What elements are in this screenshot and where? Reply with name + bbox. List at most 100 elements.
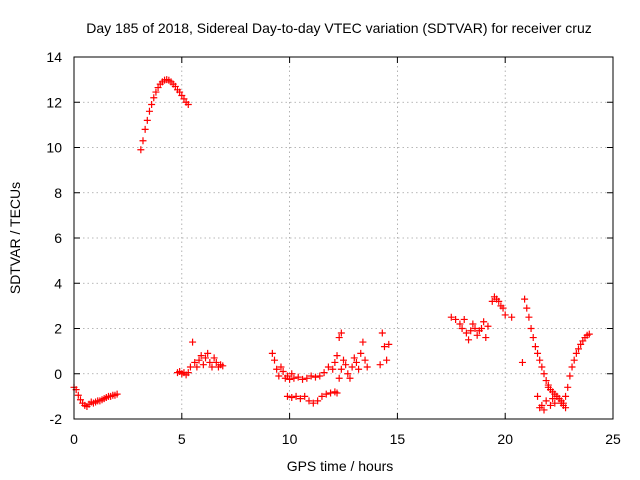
data-point [542, 377, 550, 385]
data-point [361, 356, 369, 364]
data-point [534, 349, 542, 357]
data-point [197, 352, 205, 360]
data-point [184, 369, 192, 377]
data-point [316, 372, 324, 380]
data-point [202, 354, 210, 362]
y-tick-label: 8 [54, 185, 62, 201]
x-tick-label: 25 [605, 431, 621, 447]
data-point [346, 374, 354, 382]
data-point [531, 343, 539, 351]
y-tick-label: 0 [54, 366, 62, 382]
data-point [501, 311, 509, 319]
grid-lines [74, 57, 613, 419]
y-tick-label: -2 [50, 411, 63, 427]
y-tick-labels: -2 0 2 4 6 8 10 12 14 [46, 49, 62, 427]
data-point [305, 397, 313, 405]
data-point [191, 358, 199, 366]
data-point [333, 352, 341, 360]
y-tick-label: 12 [46, 94, 62, 110]
data-point [348, 363, 356, 371]
y-tick-label: 10 [46, 140, 62, 156]
data-point [335, 374, 343, 382]
data-point [473, 331, 481, 339]
data-point [139, 137, 147, 145]
series-arc-2 [137, 76, 192, 154]
data-point [219, 362, 227, 370]
data-point [538, 401, 546, 409]
data-point [350, 354, 358, 362]
series-arc-6 [335, 338, 371, 382]
data-point [314, 397, 322, 405]
data-point [273, 365, 281, 373]
data-point [74, 391, 82, 399]
y-tick-label: 6 [54, 230, 62, 246]
data-point [184, 101, 192, 109]
data-point [562, 392, 570, 400]
data-point [208, 363, 216, 371]
data-point [296, 395, 304, 403]
data-point [340, 356, 347, 364]
series-arc-9 [488, 293, 516, 321]
data-point [378, 329, 386, 337]
data-point [538, 363, 546, 371]
data-point [380, 343, 388, 351]
data-point [195, 356, 203, 364]
data-point [462, 329, 470, 337]
data-point [536, 356, 544, 364]
data-point [482, 334, 490, 342]
data-point [447, 313, 455, 321]
data-point [288, 370, 296, 378]
x-axis-label: GPS time / hours [287, 458, 394, 474]
data-point [568, 363, 576, 371]
data-point [572, 349, 580, 357]
data-point [206, 358, 214, 366]
data-point [499, 304, 507, 312]
data-point [324, 363, 332, 371]
data-point [283, 392, 291, 400]
x-tick-label: 20 [497, 431, 513, 447]
data-point [277, 363, 285, 371]
data-point [564, 383, 572, 391]
x-tick-label: 10 [282, 431, 298, 447]
series-arc-1 [70, 383, 121, 411]
data-point [290, 374, 298, 382]
data-point [344, 370, 352, 378]
data-point [307, 372, 315, 380]
data-point [549, 395, 557, 403]
data-point [268, 349, 276, 357]
series-arc-8 [447, 313, 492, 344]
data-point [559, 399, 567, 407]
x-tick-label: 15 [390, 431, 406, 447]
data-point [352, 358, 360, 366]
y-tick-label: 4 [54, 275, 62, 291]
data-point [467, 327, 475, 335]
y-tick-label: 2 [54, 321, 62, 337]
data-point [542, 397, 550, 405]
data-point [113, 390, 121, 398]
data-point [152, 88, 160, 96]
data-point [551, 399, 559, 407]
data-point [469, 320, 477, 328]
data-point [342, 361, 350, 369]
plot-frame [73, 56, 614, 420]
data-series [70, 76, 593, 414]
data-point [333, 389, 341, 397]
data-point [309, 399, 317, 407]
series-arc-3 [173, 338, 227, 379]
data-point [456, 320, 464, 328]
data-point [204, 349, 212, 357]
data-point [534, 392, 542, 400]
data-point [318, 392, 326, 400]
data-point [540, 370, 548, 378]
data-point [286, 375, 294, 383]
data-point [143, 116, 151, 124]
data-point [335, 334, 343, 342]
x-tick-labels: 0 5 10 15 20 25 [70, 431, 621, 447]
data-point [329, 365, 337, 373]
data-point [288, 394, 296, 402]
data-point [477, 325, 485, 332]
data-point [279, 367, 287, 375]
data-point [385, 340, 393, 348]
data-point [189, 338, 197, 346]
